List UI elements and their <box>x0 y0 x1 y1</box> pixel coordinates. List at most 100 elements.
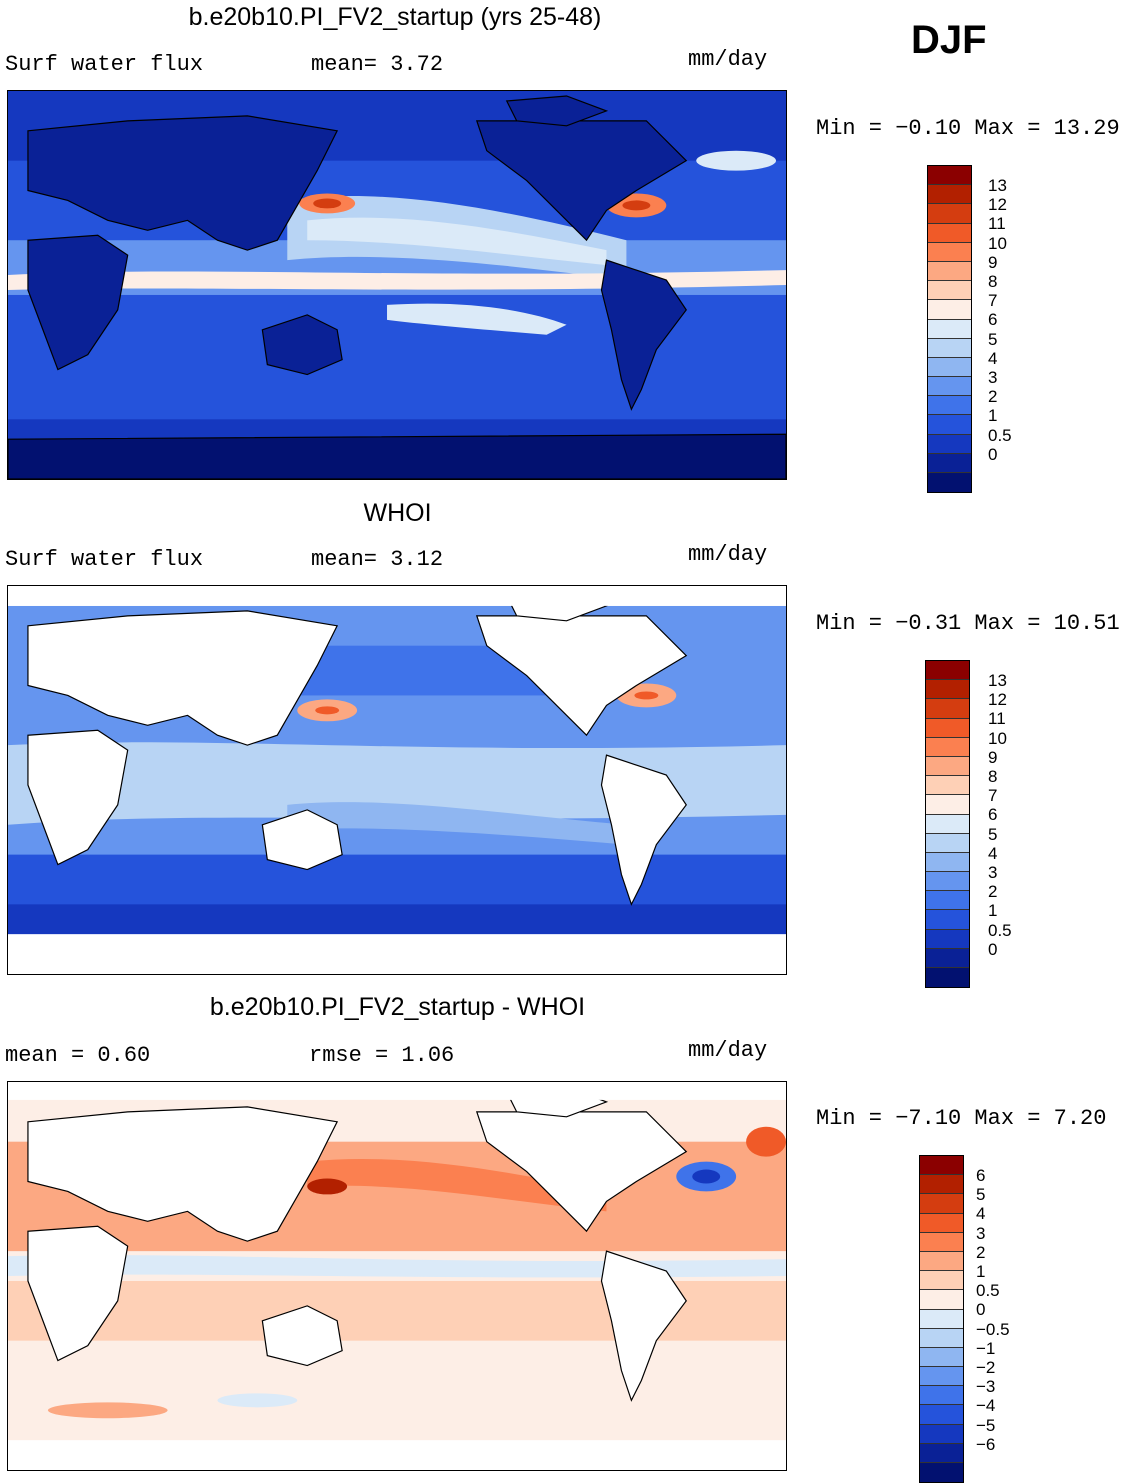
panel-2-map <box>7 585 787 975</box>
colorbar-tick-label: 11 <box>988 709 1006 729</box>
colorbar-swatch <box>928 319 971 339</box>
colorbar-swatch <box>926 852 969 873</box>
colorbar-swatch <box>926 737 969 757</box>
colorbar-swatch <box>928 204 971 224</box>
colorbar-tick-label: 11 <box>988 214 1006 234</box>
colorbar-swatch <box>928 223 971 243</box>
colorbar-swatch <box>928 338 971 358</box>
colorbar-swatch <box>920 1213 963 1233</box>
panel-3-minmax: Min = −7.10 Max = 7.20 <box>816 1106 1107 1131</box>
colorbar-tick-label: 9 <box>988 252 998 272</box>
colorbar-tick-label: 5 <box>988 329 998 349</box>
colorbar-tick-label: 9 <box>988 747 998 767</box>
colorbar-swatch <box>920 1175 963 1195</box>
colorbar-swatch <box>920 1156 963 1176</box>
colorbar-tick-label: 1 <box>976 1262 986 1281</box>
colorbar-swatch <box>926 795 969 815</box>
colorbar-tick-label: 1 <box>988 406 998 426</box>
colorbar-tick-label: 8 <box>988 272 998 291</box>
colorbar-swatch <box>928 396 971 416</box>
colorbar-swatch <box>920 1328 963 1348</box>
panel-2-mean-label: mean= 3.12 <box>311 547 444 572</box>
colorbar-swatch <box>920 1194 963 1214</box>
colorbar-swatch <box>926 872 969 892</box>
colorbar-tick-label: 7 <box>988 786 998 806</box>
colorbar-swatch <box>926 968 969 988</box>
colorbar-swatch <box>920 1251 963 1272</box>
colorbar-swatch <box>926 910 969 930</box>
colorbar-tick-label: 3 <box>988 863 998 882</box>
colorbar-tick-label: 8 <box>988 767 998 786</box>
colorbar-swatch <box>920 1232 963 1252</box>
colorbar-tick-label: 10 <box>988 728 1007 748</box>
colorbar-tick-label: 6 <box>988 310 998 330</box>
colorbar-tick-label: 1 <box>988 901 998 921</box>
colorbar-tick-label: 5 <box>988 824 998 844</box>
colorbar-swatch <box>926 699 969 719</box>
panel-1-colorbar-ticks: 13 12 11 10 9 8 7 6 5 4 3 2 1 0.5 0 <box>988 176 1028 464</box>
colorbar-tick-label: 10 <box>988 233 1007 253</box>
panel-3-colorbar <box>919 1155 964 1483</box>
colorbar-swatch <box>926 891 969 911</box>
colorbar-swatch <box>920 1347 963 1368</box>
colorbar-tick-label: 0 <box>988 939 998 959</box>
colorbar-swatch <box>928 434 971 454</box>
colorbar-tick-label: 13 <box>988 176 1007 195</box>
colorbar-swatch <box>926 661 969 681</box>
panel-1-minmax: Min = −0.10 Max = 13.29 <box>816 116 1120 141</box>
colorbar-tick-label: −6 <box>976 1434 996 1454</box>
colorbar-tick-label: −5 <box>976 1415 996 1435</box>
panel-1-colorbar <box>927 165 972 494</box>
colorbar-tick-label: 3 <box>988 368 998 387</box>
colorbar-tick-label: 0 <box>988 444 998 464</box>
panel-2-title: WHOI <box>363 499 432 527</box>
colorbar-swatch <box>928 357 971 378</box>
colorbar-tick-label: 4 <box>976 1204 986 1224</box>
colorbar-swatch <box>926 776 969 796</box>
panel-1-variable-label: Surf water flux <box>5 52 204 77</box>
panel-2-colorbar-ticks: 13 12 11 10 9 8 7 6 5 4 3 2 1 0.5 0 <box>988 672 1028 959</box>
colorbar-swatch <box>928 185 971 205</box>
colorbar-tick-label: −0.5 <box>976 1319 1010 1339</box>
colorbar-swatch <box>928 261 971 282</box>
colorbar-swatch <box>920 1367 963 1387</box>
colorbar-swatch <box>920 1405 963 1425</box>
colorbar-tick-label: −3 <box>976 1377 996 1397</box>
colorbar-tick-label: 6 <box>988 805 998 825</box>
colorbar-tick-label: 0.5 <box>976 1281 1000 1301</box>
panel-2-units: mm/day <box>688 542 768 567</box>
colorbar-tick-label: 12 <box>988 690 1007 710</box>
panel-2-minmax: Min = −0.31 Max = 10.51 <box>816 611 1120 636</box>
panel-3-units: mm/day <box>688 1038 768 1063</box>
colorbar-tick-label: −1 <box>976 1338 996 1358</box>
colorbar-swatch <box>928 473 971 493</box>
season-label: DJF <box>911 18 987 62</box>
panel-1-units: mm/day <box>688 47 768 72</box>
colorbar-swatch <box>926 948 969 968</box>
colorbar-tick-label: 0 <box>976 1300 986 1320</box>
colorbar-tick-label: 0.5 <box>988 920 1012 940</box>
colorbar-swatch <box>926 833 969 853</box>
panel-1-title: b.e20b10.PI_FV2_startup (yrs 25-48) <box>188 3 602 31</box>
colorbar-tick-label: 7 <box>988 291 998 311</box>
colorbar-swatch <box>928 377 971 397</box>
colorbar-tick-label: 4 <box>988 348 998 368</box>
colorbar-swatch <box>926 680 969 700</box>
colorbar-tick-label: 0.5 <box>988 425 1012 445</box>
colorbar-tick-label: 3 <box>976 1223 986 1243</box>
colorbar-tick-label: 4 <box>988 843 998 863</box>
panel-3-colorbar-ticks: 6 5 4 3 2 1 0.5 0 −0.5 −1 −2 −3 −4 −5 −6 <box>976 1167 1026 1454</box>
colorbar-swatch <box>928 242 971 262</box>
colorbar-tick-label: −2 <box>976 1358 996 1377</box>
colorbar-swatch <box>928 300 971 320</box>
colorbar-swatch <box>926 756 969 777</box>
colorbar-swatch <box>926 718 969 738</box>
panel-3-rmse-label: rmse = 1.06 <box>309 1043 455 1068</box>
panel-2-variable-label: Surf water flux <box>5 547 204 572</box>
panel-1-map <box>7 90 787 480</box>
colorbar-tick-label: 2 <box>976 1242 986 1262</box>
colorbar-tick-label: 2 <box>988 882 998 902</box>
panel-3-mean-label: mean = 0.60 <box>5 1043 151 1068</box>
colorbar-swatch <box>926 814 969 834</box>
colorbar-swatch <box>920 1309 963 1329</box>
